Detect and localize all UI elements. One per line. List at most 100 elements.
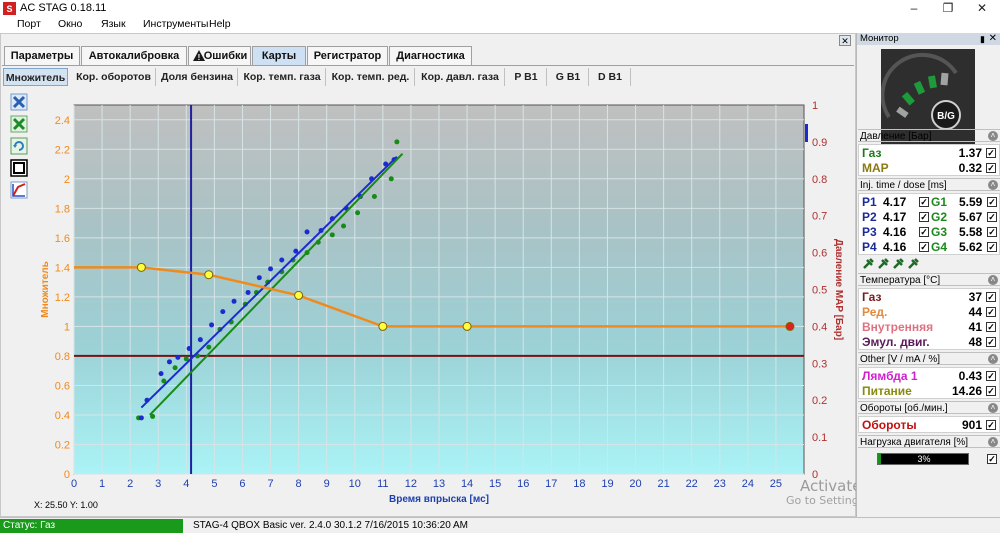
menu-window[interactable]: Окно bbox=[58, 18, 83, 30]
injector-icons bbox=[862, 257, 932, 270]
multiplier-chart[interactable]: 0 1 2 3 4 5 6 7 8 9 10 11 12 13 14 15 16 17 18 19 20 21 22 23 24… bbox=[0, 90, 856, 510]
menu-help[interactable]: Help bbox=[209, 18, 231, 30]
collapse-icon[interactable]: ˄ bbox=[988, 180, 998, 190]
delete-green-icon[interactable] bbox=[10, 115, 28, 133]
pressure-value: 0.32 bbox=[958, 161, 982, 175]
injector-icon bbox=[878, 258, 889, 269]
load-checkbox[interactable]: ✓ bbox=[987, 454, 997, 464]
multiplier-control-point[interactable] bbox=[294, 290, 304, 300]
multiplier-control-point[interactable] bbox=[378, 321, 388, 331]
other-name: Питание bbox=[862, 384, 912, 398]
x-tick-label: 16 bbox=[517, 478, 529, 490]
warning-icon: ! bbox=[193, 50, 205, 62]
scatter-point-blue bbox=[245, 289, 251, 295]
scatter-point-blue bbox=[158, 371, 164, 377]
pressure-checkbox[interactable]: ✓ bbox=[986, 148, 996, 158]
injection-gas-checkbox[interactable]: ✓ bbox=[987, 212, 997, 222]
injection-channel: P1 bbox=[862, 195, 877, 209]
y-tick-label-left: 0.8 bbox=[55, 351, 70, 363]
subtab-reducer-temp-correction[interactable]: Кор. темп. ред. bbox=[327, 68, 415, 86]
window-title: AC STAG 0.18.11 bbox=[20, 2, 107, 14]
temperature-row: Ред. 44 ✓ bbox=[859, 305, 999, 319]
multiplier-control-point[interactable] bbox=[785, 321, 795, 331]
engine-load-fill bbox=[878, 454, 881, 464]
y-tick-label-right: 0.3 bbox=[812, 358, 827, 370]
temperature-checkbox[interactable]: ✓ bbox=[986, 337, 996, 347]
scatter-point-blue bbox=[304, 229, 310, 235]
pressure-checkbox[interactable]: ✓ bbox=[986, 163, 996, 173]
injection-value: 4.16 bbox=[883, 225, 907, 239]
collapse-icon[interactable]: ˄ bbox=[988, 354, 998, 364]
subtab-gas-pressure-correction[interactable]: Кор. давл. газа bbox=[416, 68, 505, 86]
rpm-title: Обороты [об./мин.] bbox=[860, 403, 948, 414]
y-axis-label-left: Множитель bbox=[40, 261, 51, 318]
y-axis-label-right: Давление MAP [Бар] bbox=[833, 239, 844, 340]
svg-text:!: ! bbox=[198, 53, 201, 62]
injection-gas-checkbox[interactable]: ✓ bbox=[987, 197, 997, 207]
other-checkbox[interactable]: ✓ bbox=[986, 386, 996, 396]
menu-tools[interactable]: Инструменты bbox=[143, 18, 209, 30]
multiplier-control-point[interactable] bbox=[462, 321, 472, 331]
pressure-title: Давление [Бар] bbox=[860, 131, 932, 142]
collapse-icon[interactable]: ˄ bbox=[988, 437, 998, 447]
collapse-icon[interactable]: ˄ bbox=[988, 131, 998, 141]
monitor-header: Монитор ▮ ✕ bbox=[857, 33, 1000, 45]
injection-gas-checkbox[interactable]: ✓ bbox=[987, 242, 997, 252]
temperature-checkbox[interactable]: ✓ bbox=[986, 292, 996, 302]
x-tick-label: 22 bbox=[686, 478, 698, 490]
refresh-icon[interactable] bbox=[10, 137, 28, 155]
select-rect-icon[interactable] bbox=[10, 159, 28, 177]
engine-load-bar: 3% bbox=[877, 453, 969, 465]
x-tick-label: 23 bbox=[714, 478, 726, 490]
injection-petrol-checkbox[interactable]: ✓ bbox=[919, 197, 929, 207]
tab-parameters[interactable]: Параметры bbox=[4, 46, 80, 65]
pressure-row: Газ 1.37 ✓ bbox=[859, 146, 999, 160]
tab-recorder[interactable]: Регистратор bbox=[307, 46, 388, 65]
pin-icon[interactable]: ▮ bbox=[980, 34, 985, 44]
menu-port[interactable]: Порт bbox=[17, 18, 41, 30]
close-icon[interactable]: ✕ bbox=[988, 33, 997, 44]
y-tick-label-right: 0.2 bbox=[812, 395, 827, 407]
collapse-icon[interactable]: ˄ bbox=[988, 275, 998, 285]
injection-list: P1 4.17 G1 5.59 ✓ ✓ P2 4.17 G2 5.67 ✓ ✓ P3 4.16 G3 5.58… bbox=[858, 193, 1000, 255]
temperature-value: 41 bbox=[968, 320, 982, 334]
chart-toolstrip bbox=[8, 93, 30, 203]
temperature-checkbox[interactable]: ✓ bbox=[986, 322, 996, 332]
subtab-db1[interactable]: D B1 bbox=[590, 68, 631, 86]
subtab-pb1[interactable]: P B1 bbox=[506, 68, 547, 86]
pressure-row: MAP 0.32 ✓ bbox=[859, 161, 999, 175]
y-tick-label-left: 1.4 bbox=[55, 262, 70, 274]
tab-diagnostics[interactable]: Диагностика bbox=[389, 46, 472, 65]
y-tick-label-left: 1.8 bbox=[55, 203, 70, 215]
scatter-point-green bbox=[161, 378, 167, 384]
other-checkbox[interactable]: ✓ bbox=[986, 371, 996, 381]
x-tick-label: 7 bbox=[267, 478, 273, 490]
maximize-button[interactable]: ❐ bbox=[942, 1, 954, 15]
injection-petrol-checkbox[interactable]: ✓ bbox=[919, 212, 929, 222]
subtab-gas-temp-correction[interactable]: Кор. темп. газа bbox=[239, 68, 326, 86]
delete-blue-icon[interactable] bbox=[10, 93, 28, 111]
temperature-checkbox[interactable]: ✓ bbox=[986, 307, 996, 317]
subtab-gb1[interactable]: G B1 bbox=[548, 68, 589, 86]
close-window-button[interactable]: ✕ bbox=[976, 1, 988, 15]
other-title: Other [V / mA / %] bbox=[860, 354, 941, 365]
subtab-multiplier[interactable]: Множитель bbox=[3, 68, 68, 86]
close-panel-icon[interactable]: ✕ bbox=[839, 35, 851, 46]
subtab-rpm-correction[interactable]: Кор. оборотов bbox=[72, 68, 156, 86]
rpm-checkbox[interactable]: ✓ bbox=[986, 420, 996, 430]
subtab-petrol-share[interactable]: Доля бензина bbox=[157, 68, 238, 86]
tab-maps[interactable]: Карты bbox=[252, 46, 306, 65]
multiplier-control-point[interactable] bbox=[204, 270, 214, 280]
multiplier-control-point[interactable] bbox=[136, 262, 146, 272]
collapse-icon[interactable]: ˄ bbox=[988, 403, 998, 413]
injection-petrol-checkbox[interactable]: ✓ bbox=[919, 227, 929, 237]
menu-language[interactable]: Язык bbox=[101, 18, 126, 30]
fit-line-icon[interactable] bbox=[10, 181, 28, 199]
tab-errors[interactable]: ! Ошибки bbox=[188, 46, 251, 65]
minimize-button[interactable]: – bbox=[910, 1, 918, 15]
temperature-name: Внутренняя bbox=[862, 320, 934, 334]
injection-petrol-checkbox[interactable]: ✓ bbox=[919, 242, 929, 252]
menu-bar: Порт Окно Язык Инструменты Help bbox=[0, 17, 1000, 33]
tab-autocalibration[interactable]: Автокалибровка bbox=[81, 46, 187, 65]
injection-gas-checkbox[interactable]: ✓ bbox=[987, 227, 997, 237]
